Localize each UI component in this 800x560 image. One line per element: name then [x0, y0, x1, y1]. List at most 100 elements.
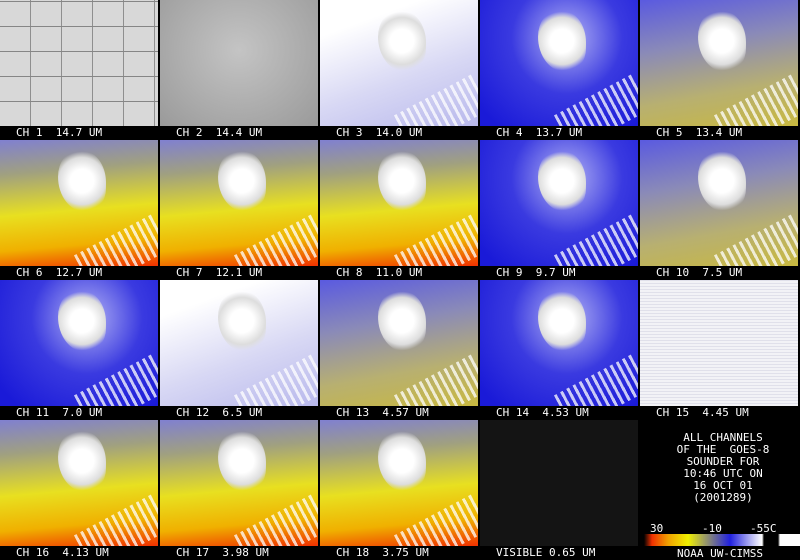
cloud-streaks: [73, 493, 158, 546]
channel-panel: CH 5 13.4 UM: [640, 0, 798, 140]
cloud-mass: [58, 430, 106, 492]
cloud-streaks: [713, 213, 798, 266]
channel-label: CH 15 4.45 UM: [656, 406, 749, 419]
channel-label: CH 3 14.0 UM: [336, 126, 423, 139]
cloud-mass: [58, 290, 106, 352]
cloud-streaks: [553, 213, 638, 266]
channel-panel: CH 11 7.0 UM: [0, 280, 158, 420]
satellite-image: [640, 0, 798, 126]
channel-label: CH 2 14.4 UM: [176, 126, 263, 139]
satellite-image: [320, 420, 478, 546]
cloud-mass: [378, 430, 426, 492]
channel-label: CH 8 11.0 UM: [336, 266, 423, 279]
cloud-streaks: [393, 353, 478, 406]
channel-panel: CH 8 11.0 UM: [320, 140, 478, 280]
cloud-mass: [218, 150, 266, 212]
satellite-image: [160, 420, 318, 546]
cloud-mass: [218, 290, 266, 352]
cloud-mass: [698, 150, 746, 212]
channel-panel: CH 14 4.53 UM: [480, 280, 638, 420]
cloud-mass: [58, 150, 106, 212]
channel-label: CH 1 14.7 UM: [16, 126, 103, 139]
channel-label: VISIBLE 0.65 UM: [496, 546, 596, 559]
scale-label: -55C: [750, 522, 777, 535]
satellite-image: [160, 0, 318, 126]
satellite-image: [480, 420, 638, 546]
satellite-image: [480, 0, 638, 126]
channel-label: CH 11 7.0 UM: [16, 406, 103, 419]
scale-label: 30: [650, 522, 664, 535]
channel-label: CH 9 9.7 UM: [496, 266, 576, 279]
info-line: 16 OCT 01: [693, 479, 753, 492]
scale-label: -10: [702, 522, 722, 535]
channel-panel: CH 17 3.98 UM: [160, 420, 318, 560]
cloud-streaks: [553, 353, 638, 406]
channel-panel: CH 18 3.75 UM: [320, 420, 478, 560]
info-line: SOUNDER FOR: [686, 455, 760, 468]
channel-panel: CH 13 4.57 UM: [320, 280, 478, 420]
cloud-streaks: [73, 213, 158, 266]
info-box: ALL CHANNELS OF THE GOES-8 SOUNDER FOR 10:4…: [640, 420, 800, 560]
cloud-mass: [378, 290, 426, 352]
info-line: 10:46 UTC ON: [683, 467, 763, 480]
channel-panel: CH 4 13.7 UM: [480, 0, 638, 140]
cloud-streaks: [713, 73, 798, 126]
cloud-streaks: [73, 353, 158, 406]
channel-panel: CH 6 12.7 UM: [0, 140, 158, 280]
channel-panel: VISIBLE 0.65 UM: [480, 420, 638, 560]
cloud-streaks: [393, 213, 478, 266]
channel-panel: CH 10 7.5 UM: [640, 140, 798, 280]
cloud-mass: [218, 430, 266, 492]
satellite-image: [480, 140, 638, 266]
cloud-mass: [698, 10, 746, 72]
satellite-image: [160, 280, 318, 406]
channel-label: CH 5 13.4 UM: [656, 126, 743, 139]
channel-panel: CH 2 14.4 UM: [160, 0, 318, 140]
info-lines: ALL CHANNELS OF THE GOES-8 SOUNDER FOR 10:4…: [640, 432, 800, 504]
satellite-image: [160, 140, 318, 266]
state-borders: [0, 0, 158, 126]
satellite-image: [320, 0, 478, 126]
info-line: ALL CHANNELS: [683, 431, 763, 444]
cloud-streaks: [233, 353, 318, 406]
cloud-streaks: [233, 213, 318, 266]
cloud-streaks: [553, 73, 638, 126]
satellite-image: [320, 280, 478, 406]
channel-panel: CH 12 6.5 UM: [160, 280, 318, 420]
channel-label: CH 10 7.5 UM: [656, 266, 743, 279]
cloud-mass: [378, 10, 426, 72]
channel-panel: CH 15 4.45 UM: [640, 280, 798, 420]
channel-panel: CH 3 14.0 UM: [320, 0, 478, 140]
cloud-streaks: [233, 493, 318, 546]
satellite-image: [640, 280, 798, 406]
channel-label: CH 6 12.7 UM: [16, 266, 103, 279]
channel-label: CH 12 6.5 UM: [176, 406, 263, 419]
channel-label: CH 13 4.57 UM: [336, 406, 429, 419]
satellite-image: [320, 140, 478, 266]
cloud-streaks: [393, 73, 478, 126]
credit: NOAA UW-CIMSS: [676, 547, 764, 560]
channel-panel: CH 9 9.7 UM: [480, 140, 638, 280]
channel-label: CH 17 3.98 UM: [176, 546, 269, 559]
satellite-image: [0, 420, 158, 546]
channel-label: CH 4 13.7 UM: [496, 126, 583, 139]
channel-label: CH 7 12.1 UM: [176, 266, 263, 279]
satellite-image: [640, 140, 798, 266]
satellite-image: [480, 280, 638, 406]
channel-panel: CH 7 12.1 UM: [160, 140, 318, 280]
channel-label: CH 18 3.75 UM: [336, 546, 429, 559]
channel-label: CH 16 4.13 UM: [16, 546, 109, 559]
color-bar: [640, 534, 800, 546]
channel-panel: CH 16 4.13 UM: [0, 420, 158, 560]
cloud-mass: [538, 290, 586, 352]
channel-label: CH 14 4.53 UM: [496, 406, 589, 419]
cloud-mass: [378, 150, 426, 212]
info-line: OF THE GOES-8: [676, 443, 770, 456]
channel-panel: CH 1 14.7 UM: [0, 0, 158, 140]
cloud-mass: [538, 10, 586, 72]
info-line: (2001289): [693, 491, 753, 504]
cloud-streaks: [393, 493, 478, 546]
satellite-image: [0, 140, 158, 266]
cloud-mass: [538, 150, 586, 212]
